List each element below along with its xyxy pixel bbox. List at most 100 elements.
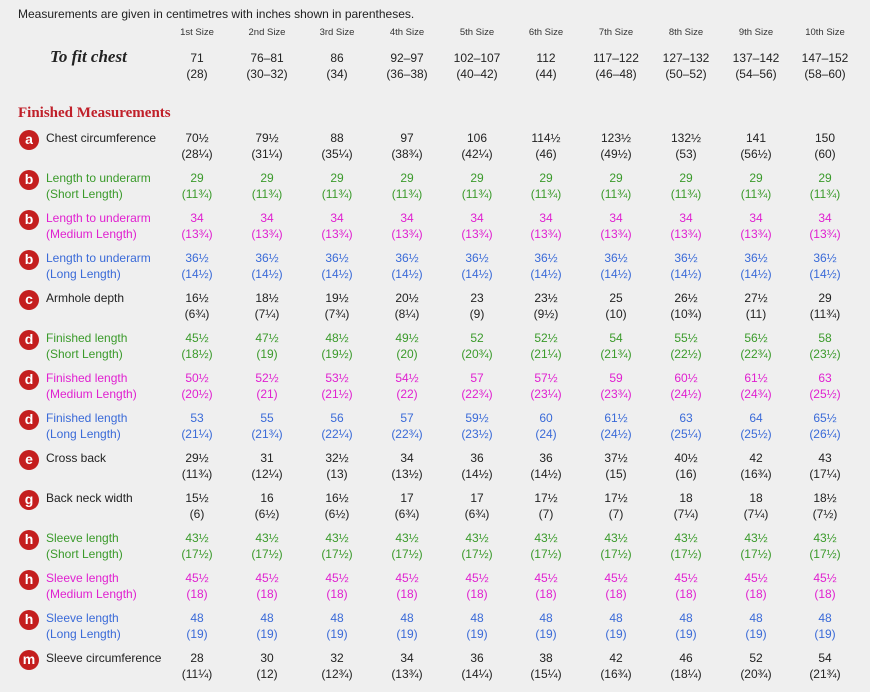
measurement-cell: 15½ (6) — [160, 490, 234, 522]
measurement-row: b Length to underarm (Medium Length) 34 (13¾… — [0, 210, 870, 244]
measurement-cell: 43½ (17½) — [300, 530, 374, 562]
value-in: (22¾) — [461, 387, 493, 401]
chest-cm: 127–132 — [662, 51, 710, 65]
value-cm: 15½ — [185, 491, 209, 505]
size-header: 3rd Size — [319, 27, 355, 38]
value-cm: 29 — [749, 171, 763, 185]
row-label-line2: (Medium Length) — [46, 387, 137, 401]
value-cm: 29½ — [185, 451, 209, 465]
measurement-cell: 36½ (14½) — [370, 250, 444, 282]
value-cm: 88 — [330, 131, 344, 145]
value-cm: 46 — [679, 651, 693, 665]
measurement-cell: 54 (21¾) — [579, 330, 653, 362]
value-in: (11¾) — [809, 307, 841, 321]
value-in: (17½) — [530, 547, 562, 561]
value-in: (16¾) — [600, 667, 632, 681]
value-cm: 36 — [470, 451, 484, 465]
chest-in: (54–56) — [735, 67, 777, 81]
value-cm: 54 — [818, 651, 832, 665]
value-cm: 34 — [400, 651, 414, 665]
row-label: Sleeve length (Long Length) — [46, 610, 121, 642]
value-cm: 17½ — [534, 491, 558, 505]
value-in: (13¾) — [391, 667, 423, 681]
measurement-cell: 36½ (14½) — [579, 250, 653, 282]
value-cm: 48 — [818, 611, 832, 625]
value-cm: 43½ — [534, 531, 558, 545]
measurement-cell: 61½ (24½) — [579, 410, 653, 442]
value-in: (12) — [256, 667, 278, 681]
value-in: (17½) — [321, 547, 353, 561]
row-label-line1: Finished length — [46, 371, 128, 385]
measurement-cell: 34 (13½) — [370, 450, 444, 482]
value-in: (21¼) — [181, 427, 213, 441]
measurement-cell: 45½ (18) — [230, 570, 304, 602]
row-label: Length to underarm (Medium Length) — [46, 210, 151, 242]
row-label-line1: Armhole depth — [46, 291, 125, 305]
row-label-line2: (Long Length) — [46, 427, 121, 441]
letter-badge-icon: g — [19, 490, 39, 510]
value-in: (14½) — [600, 267, 632, 281]
value-cm: 29 — [470, 171, 484, 185]
value-in: (18) — [675, 587, 697, 601]
row-label-line2: (Short Length) — [46, 547, 123, 561]
value-cm: 36½ — [465, 251, 489, 265]
value-in: (12¾) — [321, 667, 353, 681]
row-label-line2: (Long Length) — [46, 627, 121, 641]
value-in: (6½) — [324, 507, 350, 521]
value-in: (18) — [326, 587, 348, 601]
value-in: (11¾) — [740, 187, 772, 201]
value-cm: 17 — [470, 491, 484, 505]
row-label: Finished length (Medium Length) — [46, 370, 137, 402]
chest-value: 86 (34) — [300, 50, 374, 82]
value-in: (9½) — [533, 307, 559, 321]
value-cm: 36½ — [604, 251, 628, 265]
value-cm: 43½ — [395, 531, 419, 545]
measurement-cell: 63 (25¼) — [649, 410, 723, 442]
measurement-cell: 52½ (21¼) — [509, 330, 583, 362]
letter-badge-icon: c — [19, 290, 39, 310]
value-cm: 34 — [400, 451, 414, 465]
measurement-cell: 34 (13¾) — [230, 210, 304, 242]
value-in: (20) — [396, 347, 418, 361]
value-cm: 16½ — [325, 491, 349, 505]
letter-badge-icon: m — [19, 650, 39, 670]
row-label-line1: Finished length — [46, 411, 128, 425]
value-cm: 48 — [470, 611, 484, 625]
value-cm: 48 — [260, 611, 274, 625]
measurement-cell: 45½ (18) — [719, 570, 793, 602]
measurement-cell: 43½ (17½) — [160, 530, 234, 562]
value-cm: 79½ — [255, 131, 279, 145]
value-cm: 61½ — [604, 411, 628, 425]
value-cm: 37½ — [604, 451, 628, 465]
value-cm: 17½ — [604, 491, 628, 505]
chest-label: To fit chest — [50, 47, 127, 66]
value-cm: 48 — [400, 611, 414, 625]
measurement-cell: 42 (16¾) — [579, 650, 653, 682]
value-cm: 45½ — [325, 571, 349, 585]
chest-in: (58–60) — [804, 67, 846, 81]
chest-value: 112 (44) — [509, 50, 583, 82]
value-cm: 34 — [330, 211, 344, 225]
value-cm: 63 — [679, 411, 693, 425]
value-cm: 48 — [749, 611, 763, 625]
row-label-line2: (Short Length) — [46, 187, 123, 201]
value-in: (49½) — [600, 147, 632, 161]
measurement-row: d Finished length (Medium Length) 50½ (20½) 5… — [0, 370, 870, 404]
value-in: (17½) — [809, 547, 841, 561]
measurement-cell: 34 (13¾) — [370, 650, 444, 682]
measurement-cell: 27½ (11) — [719, 290, 793, 322]
value-cm: 56½ — [744, 331, 768, 345]
value-in: (13¾) — [321, 227, 353, 241]
value-in: (7) — [608, 507, 624, 521]
chest-in: (44) — [535, 67, 557, 81]
measurement-cell: 46 (18¼) — [649, 650, 723, 682]
value-in: (14½) — [391, 267, 423, 281]
value-in: (20½) — [181, 387, 213, 401]
value-cm: 29 — [539, 171, 553, 185]
value-in: (21¾) — [809, 667, 841, 681]
size-header-row: 1st Size 2nd Size 3rd Size 4th Size 5th Size… — [0, 27, 870, 41]
measurement-cell: 20½ (8¼) — [370, 290, 444, 322]
measurement-cell: 36½ (14½) — [509, 250, 583, 282]
value-in: (19) — [256, 627, 278, 641]
chest-cm: 71 — [190, 51, 204, 65]
